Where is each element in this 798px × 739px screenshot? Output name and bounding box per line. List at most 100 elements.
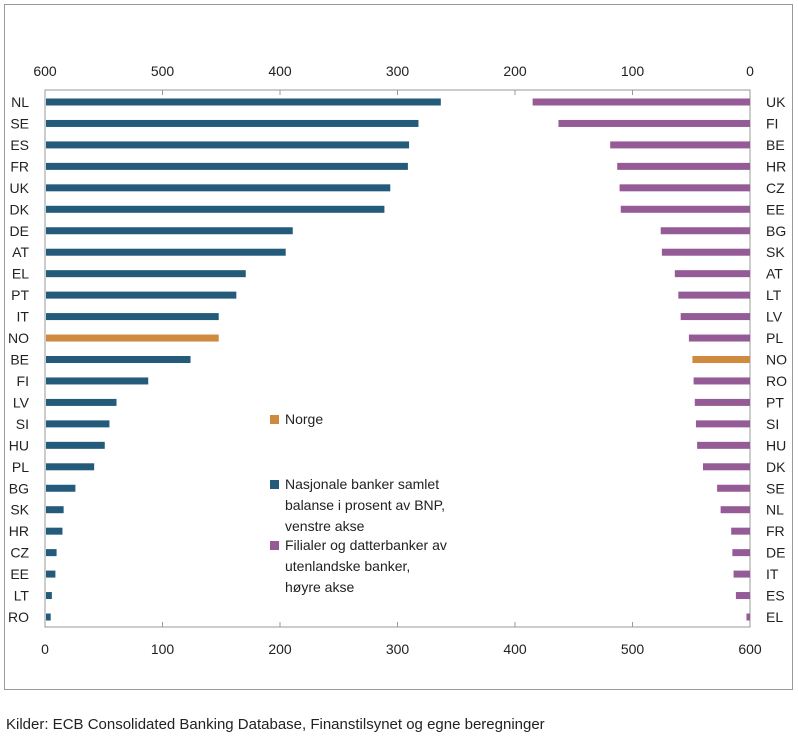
left-bar-pt bbox=[46, 291, 237, 299]
left-bar-el bbox=[46, 270, 246, 278]
left-bar-hu bbox=[46, 441, 105, 449]
left-bar-fi bbox=[46, 377, 149, 385]
right-bar-el bbox=[746, 613, 750, 621]
legend-label: Norge bbox=[285, 411, 323, 427]
top-tick-label: 500 bbox=[151, 63, 175, 79]
left-bar-fr bbox=[46, 162, 408, 170]
left-bar-se bbox=[46, 119, 419, 127]
right-bar-pt bbox=[694, 398, 750, 406]
bottom-tick-label: 400 bbox=[503, 641, 527, 657]
right-bar-de bbox=[732, 549, 750, 557]
right-bar-pl bbox=[688, 334, 750, 342]
left-category-label: BE bbox=[10, 352, 29, 368]
right-category-label: ES bbox=[766, 588, 785, 604]
right-category-label: SE bbox=[766, 480, 785, 496]
right-category-label: EE bbox=[766, 201, 785, 217]
right-category-label: HU bbox=[766, 437, 786, 453]
right-bar-hr bbox=[617, 162, 750, 170]
left-bar-sk bbox=[46, 506, 64, 514]
left-category-label: SE bbox=[10, 115, 29, 131]
left-category-label: CZ bbox=[10, 545, 29, 561]
bottom-tick-label: 300 bbox=[386, 641, 410, 657]
left-category-label: EL bbox=[12, 266, 29, 282]
right-bar-si bbox=[695, 420, 750, 428]
legend-label: balanse i prosent av BNP, bbox=[285, 497, 445, 513]
right-category-label: BG bbox=[766, 223, 786, 239]
top-tick-label: 300 bbox=[386, 63, 410, 79]
right-bar-es bbox=[735, 592, 750, 600]
left-bar-nl bbox=[46, 98, 441, 106]
left-category-label: PT bbox=[11, 287, 29, 303]
left-category-label: NL bbox=[11, 94, 29, 110]
left-bar-be bbox=[46, 356, 191, 363]
right-bar-it bbox=[733, 570, 750, 578]
left-bar-cz bbox=[46, 549, 57, 557]
left-category-label: EE bbox=[10, 566, 29, 582]
right-bar-sk bbox=[661, 248, 750, 256]
right-bar-nl bbox=[720, 506, 750, 514]
right-bar-uk bbox=[532, 98, 750, 106]
right-category-label: PT bbox=[766, 394, 784, 410]
right-category-label: BE bbox=[766, 137, 785, 153]
bottom-tick-label: 100 bbox=[151, 641, 175, 657]
right-category-label: PL bbox=[766, 330, 783, 346]
left-category-label: DE bbox=[10, 223, 29, 239]
right-category-label: LV bbox=[766, 309, 783, 325]
legend-label: Nasjonale banker samlet bbox=[285, 476, 439, 492]
top-tick-label: 400 bbox=[268, 63, 292, 79]
top-tick-label: 200 bbox=[503, 63, 527, 79]
right-category-label: RO bbox=[766, 373, 787, 389]
legend-label: høyre akse bbox=[285, 579, 354, 595]
left-bar-at bbox=[46, 248, 286, 256]
left-bar-it bbox=[46, 313, 219, 321]
left-category-label: ES bbox=[10, 137, 29, 153]
left-bar-pl bbox=[46, 463, 95, 471]
right-category-label: SI bbox=[766, 416, 779, 432]
top-tick-label: 0 bbox=[746, 63, 754, 79]
top-tick-label: 100 bbox=[621, 63, 645, 79]
left-bar-lt bbox=[46, 592, 52, 600]
left-bar-ee bbox=[46, 570, 56, 578]
right-category-label: FI bbox=[766, 115, 778, 131]
left-category-label: FR bbox=[10, 158, 29, 174]
right-bar-se bbox=[717, 484, 750, 492]
right-bar-hu bbox=[697, 441, 750, 449]
left-category-label: AT bbox=[12, 244, 29, 260]
left-category-label: PL bbox=[12, 459, 29, 475]
right-category-label: NO bbox=[766, 352, 787, 368]
right-category-label: IT bbox=[766, 566, 779, 582]
legend-swatch bbox=[270, 480, 279, 489]
left-category-label: HR bbox=[9, 523, 29, 539]
left-bar-de bbox=[46, 227, 293, 235]
left-bar-lv bbox=[46, 398, 117, 406]
top-tick-label: 600 bbox=[33, 63, 57, 79]
left-bar-si bbox=[46, 420, 110, 428]
right-bar-bg bbox=[660, 227, 750, 235]
right-bar-ro bbox=[693, 377, 750, 385]
left-category-label: UK bbox=[10, 180, 30, 196]
right-bar-no bbox=[692, 356, 750, 363]
right-bar-at bbox=[674, 270, 750, 278]
right-category-label: NL bbox=[766, 502, 784, 518]
chart-frame bbox=[4, 4, 793, 690]
left-bar-hr bbox=[46, 527, 63, 535]
right-category-label: DE bbox=[766, 545, 785, 561]
bottom-tick-label: 500 bbox=[621, 641, 645, 657]
left-category-label: LT bbox=[14, 588, 30, 604]
legend-label: utenlandske banker, bbox=[285, 558, 410, 574]
right-bar-lv bbox=[680, 313, 750, 321]
legend-label: Filialer og datterbanker av bbox=[285, 537, 447, 553]
right-category-label: AT bbox=[766, 266, 783, 282]
left-bar-bg bbox=[46, 484, 76, 492]
left-category-label: DK bbox=[10, 201, 30, 217]
left-bar-uk bbox=[46, 184, 391, 192]
left-category-label: SK bbox=[10, 502, 29, 518]
left-category-label: NO bbox=[8, 330, 29, 346]
legend-swatch bbox=[270, 541, 279, 550]
left-bar-ro bbox=[46, 613, 51, 621]
left-bar-es bbox=[46, 141, 410, 149]
bottom-tick-label: 0 bbox=[41, 641, 49, 657]
left-category-label: FI bbox=[17, 373, 29, 389]
source-note: Kilder: ECB Consolidated Banking Databas… bbox=[6, 716, 545, 733]
